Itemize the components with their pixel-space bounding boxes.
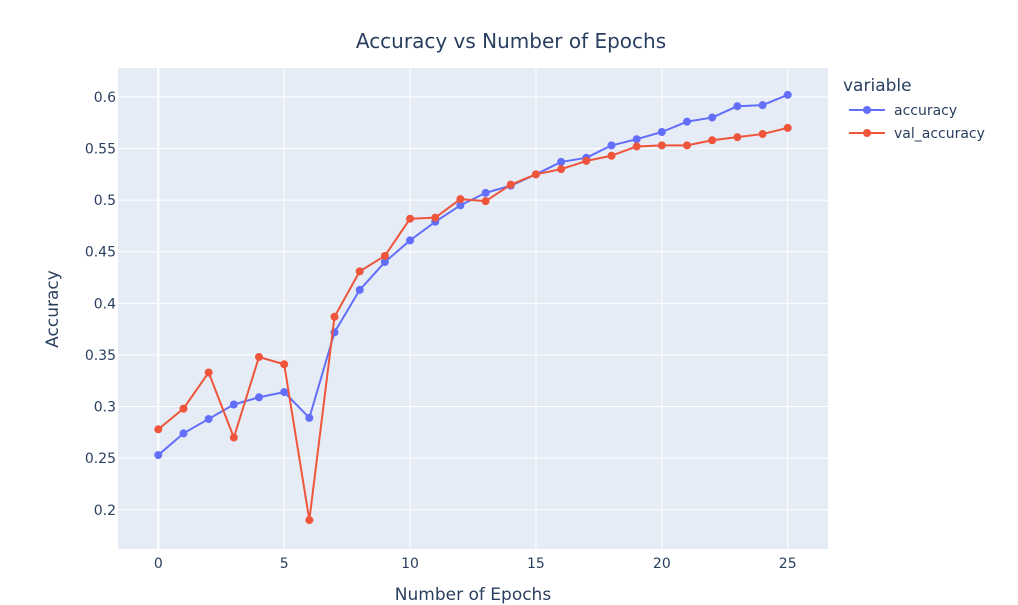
data-point — [733, 133, 742, 142]
series-line — [157, 126, 788, 522]
legend-item: val_accuracy — [849, 126, 985, 142]
y-tick-label: 0.5 — [94, 193, 116, 209]
legend-items: accuracy val_accuracy — [849, 103, 985, 142]
data-point — [783, 90, 792, 99]
x-tick-label: 5 — [280, 556, 289, 572]
y-axis-title: Accuracy — [43, 270, 63, 348]
y-tick-label: 0.2 — [94, 503, 116, 519]
legend-swatch-marker — [863, 129, 871, 137]
data-point — [154, 425, 163, 434]
data-point — [733, 102, 742, 111]
data-point — [683, 141, 692, 150]
data-point — [179, 404, 188, 413]
x-tick-label: 0 — [154, 556, 163, 572]
data-point — [582, 156, 591, 165]
data-point — [380, 251, 389, 260]
data-point — [355, 285, 364, 294]
data-point — [531, 170, 540, 179]
series-accuracy — [154, 90, 792, 460]
series-line — [157, 93, 789, 456]
data-point — [254, 353, 263, 362]
data-point — [783, 123, 792, 132]
data-point — [305, 413, 314, 422]
data-point — [557, 157, 566, 166]
legend-title: variable — [843, 76, 912, 96]
data-point — [330, 312, 339, 321]
data-point — [431, 213, 440, 222]
data-point — [355, 267, 364, 276]
data-point — [506, 180, 515, 189]
data-point — [607, 151, 616, 160]
data-point — [456, 201, 465, 210]
data-point — [380, 258, 389, 267]
series-layer — [154, 90, 792, 525]
data-point — [204, 368, 213, 377]
y-tick-label: 0.45 — [85, 245, 116, 261]
data-point — [657, 141, 666, 150]
data-point — [657, 127, 666, 136]
x-axis-title: Number of Epochs — [395, 585, 552, 605]
data-point — [481, 197, 490, 206]
data-point — [481, 188, 490, 197]
y-tick-label: 0.35 — [85, 348, 116, 364]
legend-item: accuracy — [849, 103, 957, 119]
legend: variable accuracy val_accuracy — [843, 76, 985, 142]
legend-swatch-marker — [863, 106, 871, 114]
y-tick-label: 0.55 — [85, 142, 116, 158]
data-point — [607, 141, 616, 150]
x-tick-label: 20 — [653, 556, 671, 572]
data-point — [683, 117, 692, 126]
data-point — [406, 214, 415, 223]
data-point — [179, 429, 188, 438]
data-point — [154, 451, 163, 460]
data-point — [708, 113, 717, 122]
y-tick-label: 0.3 — [94, 400, 116, 416]
x-tick-label: 10 — [401, 556, 419, 572]
data-point — [280, 360, 289, 369]
data-point — [456, 195, 465, 204]
legend-label: accuracy — [894, 103, 957, 119]
legend-label: val_accuracy — [894, 126, 985, 142]
plot-area — [118, 68, 828, 549]
data-point — [632, 142, 641, 151]
y-tick-label: 0.25 — [85, 451, 116, 467]
y-tick-label: 0.6 — [94, 90, 116, 106]
data-point — [254, 393, 263, 402]
series-val-accuracy — [154, 123, 792, 525]
data-point — [758, 101, 767, 110]
data-point — [557, 165, 566, 174]
data-point — [204, 414, 213, 423]
data-point — [229, 433, 238, 442]
y-tick-label: 0.4 — [94, 296, 116, 312]
data-point — [406, 236, 415, 245]
data-point — [708, 136, 717, 145]
chart-title: Accuracy vs Number of Epochs — [356, 29, 666, 53]
data-point — [632, 135, 641, 144]
data-point — [758, 130, 767, 139]
y-tick-labels: 0.2 0.25 0.3 0.35 0.4 0.45 0.5 0.55 0.6 — [85, 90, 116, 519]
x-tick-label: 25 — [779, 556, 797, 572]
x-tick-label: 15 — [527, 556, 545, 572]
data-point — [229, 400, 238, 409]
data-point — [280, 388, 289, 397]
x-tick-labels: 0 5 10 15 20 25 — [154, 556, 797, 572]
data-point — [305, 516, 314, 525]
